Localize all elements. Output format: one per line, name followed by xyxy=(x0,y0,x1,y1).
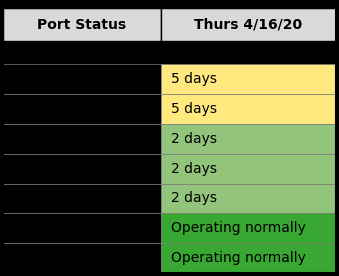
Text: 5 days: 5 days xyxy=(171,72,217,86)
Bar xyxy=(161,243,336,273)
Text: Thurs 4/16/20: Thurs 4/16/20 xyxy=(194,18,302,32)
Text: Port Status: Port Status xyxy=(37,18,126,32)
Text: 5 days: 5 days xyxy=(171,102,217,116)
Text: 2 days: 2 days xyxy=(171,161,217,176)
Bar xyxy=(161,94,336,124)
Bar xyxy=(161,213,336,243)
Bar xyxy=(161,64,336,94)
Text: Operating normally: Operating normally xyxy=(171,251,305,265)
Bar xyxy=(161,184,336,213)
Bar xyxy=(161,8,336,41)
Bar xyxy=(161,154,336,184)
Bar xyxy=(3,8,161,41)
Text: Operating normally: Operating normally xyxy=(171,221,305,235)
Bar xyxy=(3,124,161,154)
Bar xyxy=(3,64,161,94)
Bar xyxy=(3,184,161,213)
Bar xyxy=(3,41,336,64)
Bar xyxy=(161,124,336,154)
Bar xyxy=(3,94,161,124)
Text: 2 days: 2 days xyxy=(171,132,217,146)
Bar xyxy=(3,213,161,243)
Bar xyxy=(3,243,161,273)
Text: 2 days: 2 days xyxy=(171,192,217,206)
Bar xyxy=(3,154,161,184)
